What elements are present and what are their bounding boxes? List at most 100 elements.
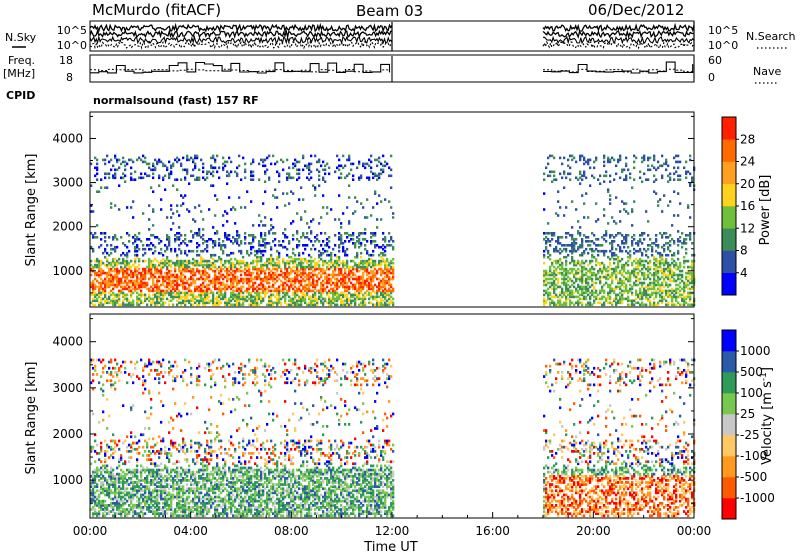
power-cell — [553, 170, 556, 174]
power-cell — [178, 226, 181, 229]
power-cell — [300, 291, 303, 295]
power-cell — [148, 247, 151, 251]
power-cell — [258, 214, 261, 217]
power-cell — [378, 174, 381, 178]
power-cell — [589, 301, 592, 305]
power-cell — [655, 283, 658, 287]
power-cell — [280, 273, 283, 277]
power-cell — [559, 301, 562, 305]
power-cell — [206, 259, 209, 263]
power-cell — [238, 303, 241, 307]
power-cell — [685, 172, 688, 176]
power-cell — [561, 289, 564, 293]
power-cell — [547, 273, 550, 277]
power-cell — [298, 285, 301, 289]
power-cell — [302, 156, 305, 160]
power-cell — [214, 271, 217, 275]
power-cell — [597, 261, 600, 265]
power-cell — [617, 158, 620, 162]
power-cell — [312, 259, 315, 263]
power-cell — [589, 277, 592, 281]
power-cell — [196, 176, 199, 180]
power-cell — [645, 291, 648, 295]
power-cell — [198, 261, 201, 265]
power-cell — [226, 279, 229, 283]
power-cell — [633, 281, 636, 285]
power-cell — [555, 178, 558, 181]
power-cell — [216, 232, 219, 235]
power-cell — [250, 261, 253, 265]
power-colorbar-tick-label: 12 — [740, 221, 755, 235]
power-cell — [374, 271, 377, 275]
power-cell — [691, 267, 694, 271]
power-cell — [246, 251, 249, 255]
power-cell — [216, 259, 219, 263]
power-cell — [643, 291, 646, 295]
power-cell — [232, 206, 235, 209]
power-cell — [647, 178, 650, 181]
power-cell — [260, 291, 263, 295]
power-cell — [150, 261, 153, 265]
power-cell — [563, 283, 566, 287]
power-colorbar-segment — [722, 139, 736, 162]
power-cell — [569, 172, 572, 176]
power-cell — [110, 289, 113, 293]
power-cell — [565, 261, 568, 265]
power-cell — [96, 285, 99, 289]
power-cell — [184, 287, 187, 291]
power-cell — [118, 289, 121, 293]
power-cell — [226, 283, 229, 287]
power-cell — [689, 277, 692, 281]
power-cell — [148, 263, 151, 267]
power-cell — [314, 303, 317, 307]
power-cell — [360, 259, 363, 263]
power-cell — [224, 245, 227, 249]
power-cell — [222, 166, 225, 170]
power-cell — [280, 158, 283, 162]
power-cell — [593, 271, 596, 275]
power-cell — [647, 234, 650, 237]
power-cell — [306, 289, 309, 293]
power-cell — [639, 247, 642, 251]
power-cell — [372, 261, 375, 265]
power-cell — [250, 301, 253, 305]
power-cell — [561, 267, 564, 271]
power-cell — [144, 271, 147, 275]
power-cell — [268, 277, 271, 281]
power-cell — [210, 184, 213, 187]
power-cell — [687, 265, 690, 269]
power-cell — [226, 287, 229, 291]
power-cell — [683, 281, 686, 285]
power-cell — [302, 293, 305, 297]
power-cell — [220, 245, 223, 249]
power-cell — [156, 236, 159, 239]
power-cell — [210, 253, 213, 257]
power-cell — [224, 291, 227, 295]
power-cell — [336, 281, 339, 285]
power-cell — [104, 247, 107, 251]
power-cell — [248, 271, 251, 275]
power-cell — [230, 293, 233, 297]
power-cell — [641, 242, 644, 245]
power-cell — [214, 263, 217, 267]
power-cell — [671, 295, 674, 299]
power-cell — [162, 289, 165, 293]
power-cell — [262, 291, 265, 295]
power-cell — [286, 236, 289, 239]
power-cell — [362, 301, 365, 305]
power-cell — [210, 261, 213, 265]
power-cell — [314, 257, 317, 261]
power-cell — [100, 283, 103, 287]
power-cell — [651, 253, 654, 257]
power-cell — [298, 281, 301, 285]
power-cell — [597, 249, 600, 253]
power-cell — [306, 283, 309, 287]
power-cell — [358, 245, 361, 249]
noise-panel: N.Sky 10^5 10^0 10^5 10^0 N.Search — [5, 20, 796, 52]
power-cell — [390, 154, 393, 158]
power-cell — [629, 279, 632, 283]
power-cell — [639, 170, 642, 174]
power-cell — [230, 283, 233, 287]
power-cell — [198, 168, 201, 172]
power-cell — [543, 273, 546, 277]
